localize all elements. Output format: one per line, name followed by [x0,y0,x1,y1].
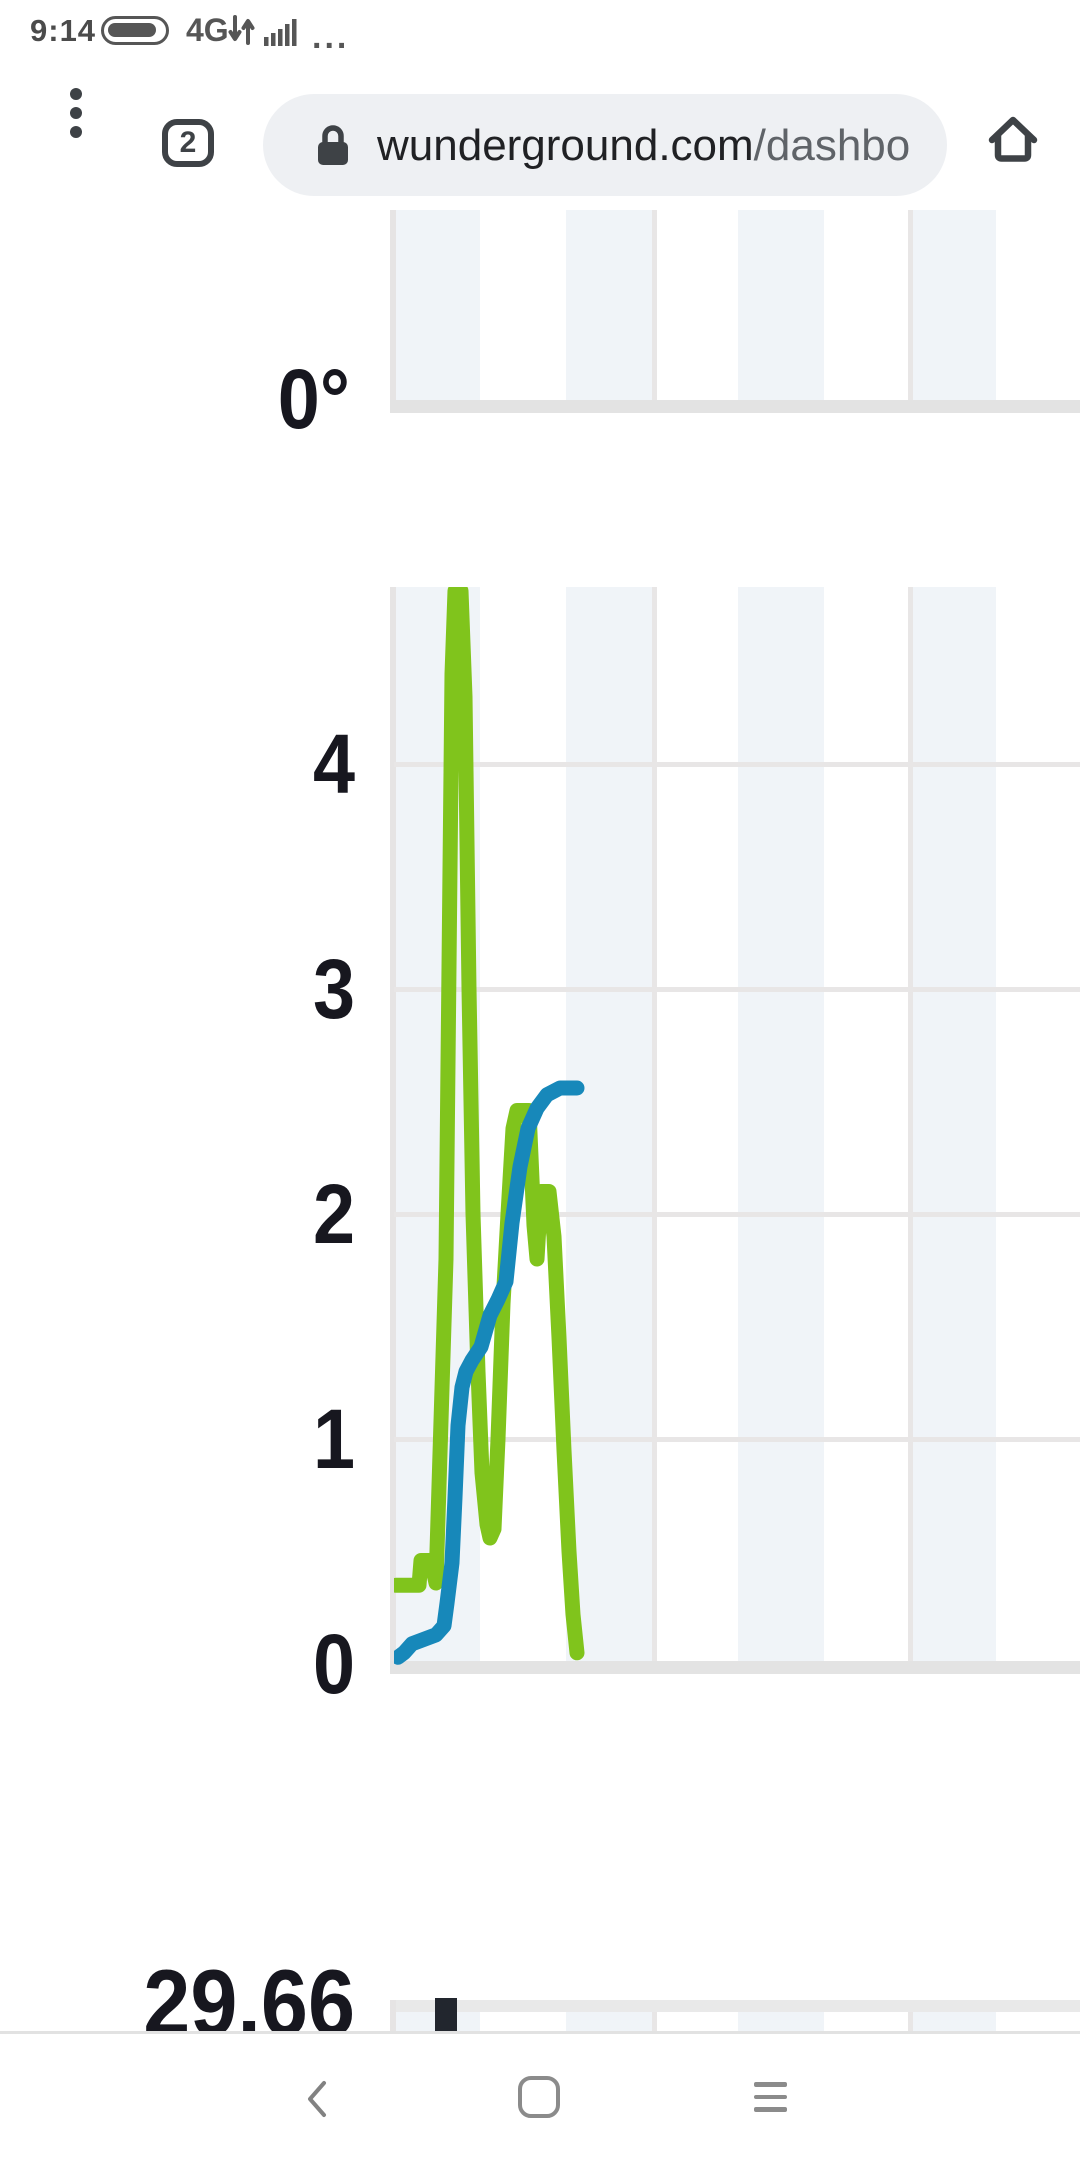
lock-icon[interactable] [315,124,351,173]
nav-menu-button[interactable] [754,2082,787,2120]
status-more-dots-icon: ... [312,18,350,56]
temp-ytick-label: 0° [277,352,350,446]
url-path: /dashbo [753,121,911,170]
horizontal-gridline [394,761,1080,767]
vertical-gridline [908,210,913,400]
precip-ytick-label: 0 [312,1617,355,1711]
menu-bar [754,2094,787,2099]
browser-menu-button[interactable] [70,88,84,145]
kebab-dot [70,88,82,100]
horizontal-gridline [394,1211,1080,1217]
signal-strength-icon [264,18,300,51]
vertical-gridline [652,587,657,1661]
temp-y-axis-line [390,210,396,413]
browser-toolbar: 2 wunderground.com/dashbo [0,56,1080,208]
pressure-y-axis-line [390,2000,396,2031]
kebab-dot [70,107,82,119]
url-text: wunderground.com/dashbo [377,94,910,196]
vertical-gridline [652,2012,657,2031]
nav-back-button[interactable] [306,2080,328,2123]
webpage-content[interactable]: 0° 4 3 2 1 0 29.66 [0,208,1080,2031]
battery-icon [101,16,169,45]
pressure-chart-fragment[interactable] [0,1998,1080,2031]
vertical-gridline [908,587,913,1661]
kebab-dot [70,126,82,138]
clock: 9:14 [30,13,97,48]
precip-ytick-label: 2 [312,1167,355,1261]
system-nav-bar [0,2031,1080,2160]
pressure-line-fragment [435,1998,457,2031]
pressure-top-gridline-band [390,2000,1080,2012]
horizontal-gridline [394,1436,1080,1442]
pressure-ytick-label: 29.66 [143,1950,355,2032]
browser-home-button[interactable] [985,111,1041,172]
precip-x-axis-band [390,1661,1080,1674]
precip-y-axis-line [390,587,396,1674]
vertical-gridline [908,2012,913,2031]
pressure-plot-area[interactable] [394,2012,1080,2031]
tab-count: 2 [179,126,197,159]
battery-fill [108,23,156,37]
precip-ytick-label: 3 [312,942,355,1036]
data-transfer-arrows-icon [228,15,256,52]
precip-accumulation-line [394,1080,585,1665]
nav-home-button[interactable] [518,2076,560,2118]
vertical-gridline [652,210,657,400]
menu-bar [754,2107,787,2112]
tab-switcher-button[interactable]: 2 [162,119,214,167]
network-type-label: 4G [186,12,229,48]
temp-x-axis-band [390,400,1080,413]
precip-line-canvas[interactable] [394,587,1080,1674]
horizontal-gridline [394,986,1080,992]
temperature-chart-fragment[interactable]: 0° [0,210,1080,441]
precip-ytick-label: 1 [312,1392,355,1486]
url-bar[interactable]: wunderground.com/dashbo [263,94,947,196]
url-domain: wunderground.com [377,121,754,170]
temp-plot-area[interactable] [394,210,1080,400]
precip-ytick-label: 4 [312,717,355,811]
menu-bar [754,2082,787,2087]
precip-rate-line [394,587,585,1661]
status-bar: 9:14 4G ... [0,0,1080,56]
